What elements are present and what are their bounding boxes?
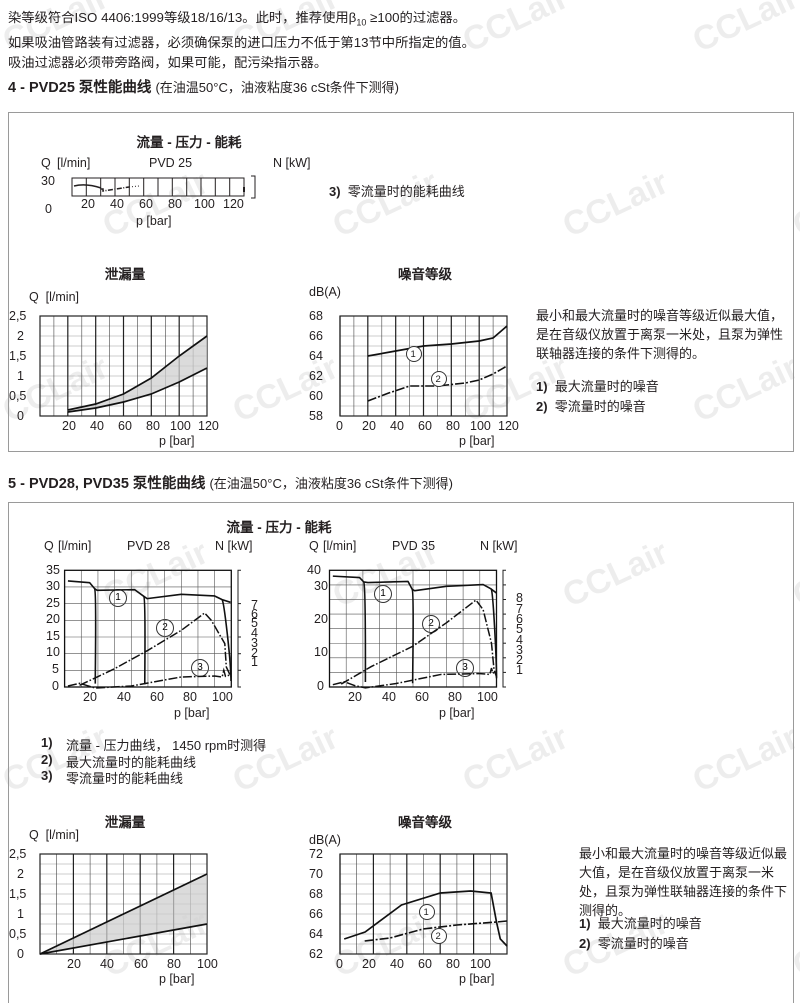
svg-text:100: 100 bbox=[197, 957, 218, 971]
svg-text:80: 80 bbox=[446, 957, 460, 971]
svg-text:0,5: 0,5 bbox=[9, 389, 26, 403]
svg-text:p [bar]: p [bar] bbox=[459, 434, 494, 448]
svg-text:64: 64 bbox=[309, 349, 323, 363]
svg-text:60: 60 bbox=[418, 419, 432, 433]
svg-text:p [bar]: p [bar] bbox=[159, 434, 194, 448]
svg-text:2: 2 bbox=[17, 329, 24, 343]
svg-text:1,5: 1,5 bbox=[9, 349, 26, 363]
svg-text:40: 40 bbox=[390, 419, 404, 433]
svg-text:1,5: 1,5 bbox=[9, 887, 26, 901]
svg-text:Q: Q bbox=[41, 156, 51, 170]
svg-text:20: 20 bbox=[62, 419, 76, 433]
svg-text:PVD 25: PVD 25 bbox=[149, 156, 192, 170]
svg-text:64: 64 bbox=[309, 927, 323, 941]
svg-text:60: 60 bbox=[418, 957, 432, 971]
svg-text:0: 0 bbox=[17, 409, 24, 423]
svg-text:20: 20 bbox=[362, 419, 376, 433]
svg-text:0: 0 bbox=[17, 947, 24, 961]
svg-text:2,5: 2,5 bbox=[9, 309, 26, 323]
svg-text:72: 72 bbox=[309, 847, 323, 861]
svg-text:120: 120 bbox=[498, 419, 519, 433]
svg-text:30: 30 bbox=[41, 174, 55, 188]
svg-text:100: 100 bbox=[194, 197, 215, 211]
svg-text:68: 68 bbox=[309, 309, 323, 323]
svg-text:80: 80 bbox=[167, 957, 181, 971]
svg-text:60: 60 bbox=[309, 389, 323, 403]
svg-text:40: 40 bbox=[390, 957, 404, 971]
svg-text:0: 0 bbox=[45, 202, 52, 216]
svg-text:2: 2 bbox=[436, 931, 441, 942]
svg-text:100: 100 bbox=[170, 419, 191, 433]
svg-text:40: 40 bbox=[100, 957, 114, 971]
svg-text:60: 60 bbox=[134, 957, 148, 971]
svg-text:80: 80 bbox=[146, 419, 160, 433]
svg-text:1: 1 bbox=[17, 907, 24, 921]
svg-text:60: 60 bbox=[139, 197, 153, 211]
svg-text:70: 70 bbox=[309, 867, 323, 881]
svg-text:2: 2 bbox=[17, 867, 24, 881]
svg-text:0,5: 0,5 bbox=[9, 927, 26, 941]
svg-text:[l/min]: [l/min] bbox=[57, 156, 90, 170]
svg-text:20: 20 bbox=[81, 197, 95, 211]
svg-text:66: 66 bbox=[309, 907, 323, 921]
svg-text:120: 120 bbox=[223, 197, 244, 211]
svg-text:58: 58 bbox=[309, 409, 323, 423]
svg-text:2,5: 2,5 bbox=[9, 847, 26, 861]
svg-text:62: 62 bbox=[309, 947, 323, 961]
svg-text:66: 66 bbox=[309, 329, 323, 343]
svg-text:p [bar]: p [bar] bbox=[159, 972, 194, 986]
svg-text:40: 40 bbox=[90, 419, 104, 433]
svg-text:80: 80 bbox=[446, 419, 460, 433]
svg-text:40: 40 bbox=[110, 197, 124, 211]
svg-text:1: 1 bbox=[411, 349, 416, 360]
svg-text:100: 100 bbox=[470, 419, 491, 433]
svg-text:p [bar]: p [bar] bbox=[459, 972, 494, 986]
svg-text:2: 2 bbox=[436, 374, 441, 385]
svg-text:0: 0 bbox=[336, 957, 343, 971]
svg-text:120: 120 bbox=[198, 419, 219, 433]
svg-text:p [bar]: p [bar] bbox=[136, 214, 171, 228]
svg-text:0: 0 bbox=[336, 419, 343, 433]
svg-text:20: 20 bbox=[67, 957, 81, 971]
svg-text:20: 20 bbox=[362, 957, 376, 971]
svg-text:68: 68 bbox=[309, 887, 323, 901]
svg-text:80: 80 bbox=[168, 197, 182, 211]
svg-text:1: 1 bbox=[17, 369, 24, 383]
svg-text:100: 100 bbox=[470, 957, 491, 971]
svg-text:1: 1 bbox=[424, 907, 429, 918]
svg-text:N [kW]: N [kW] bbox=[273, 156, 311, 170]
svg-text:62: 62 bbox=[309, 369, 323, 383]
svg-text:60: 60 bbox=[118, 419, 132, 433]
